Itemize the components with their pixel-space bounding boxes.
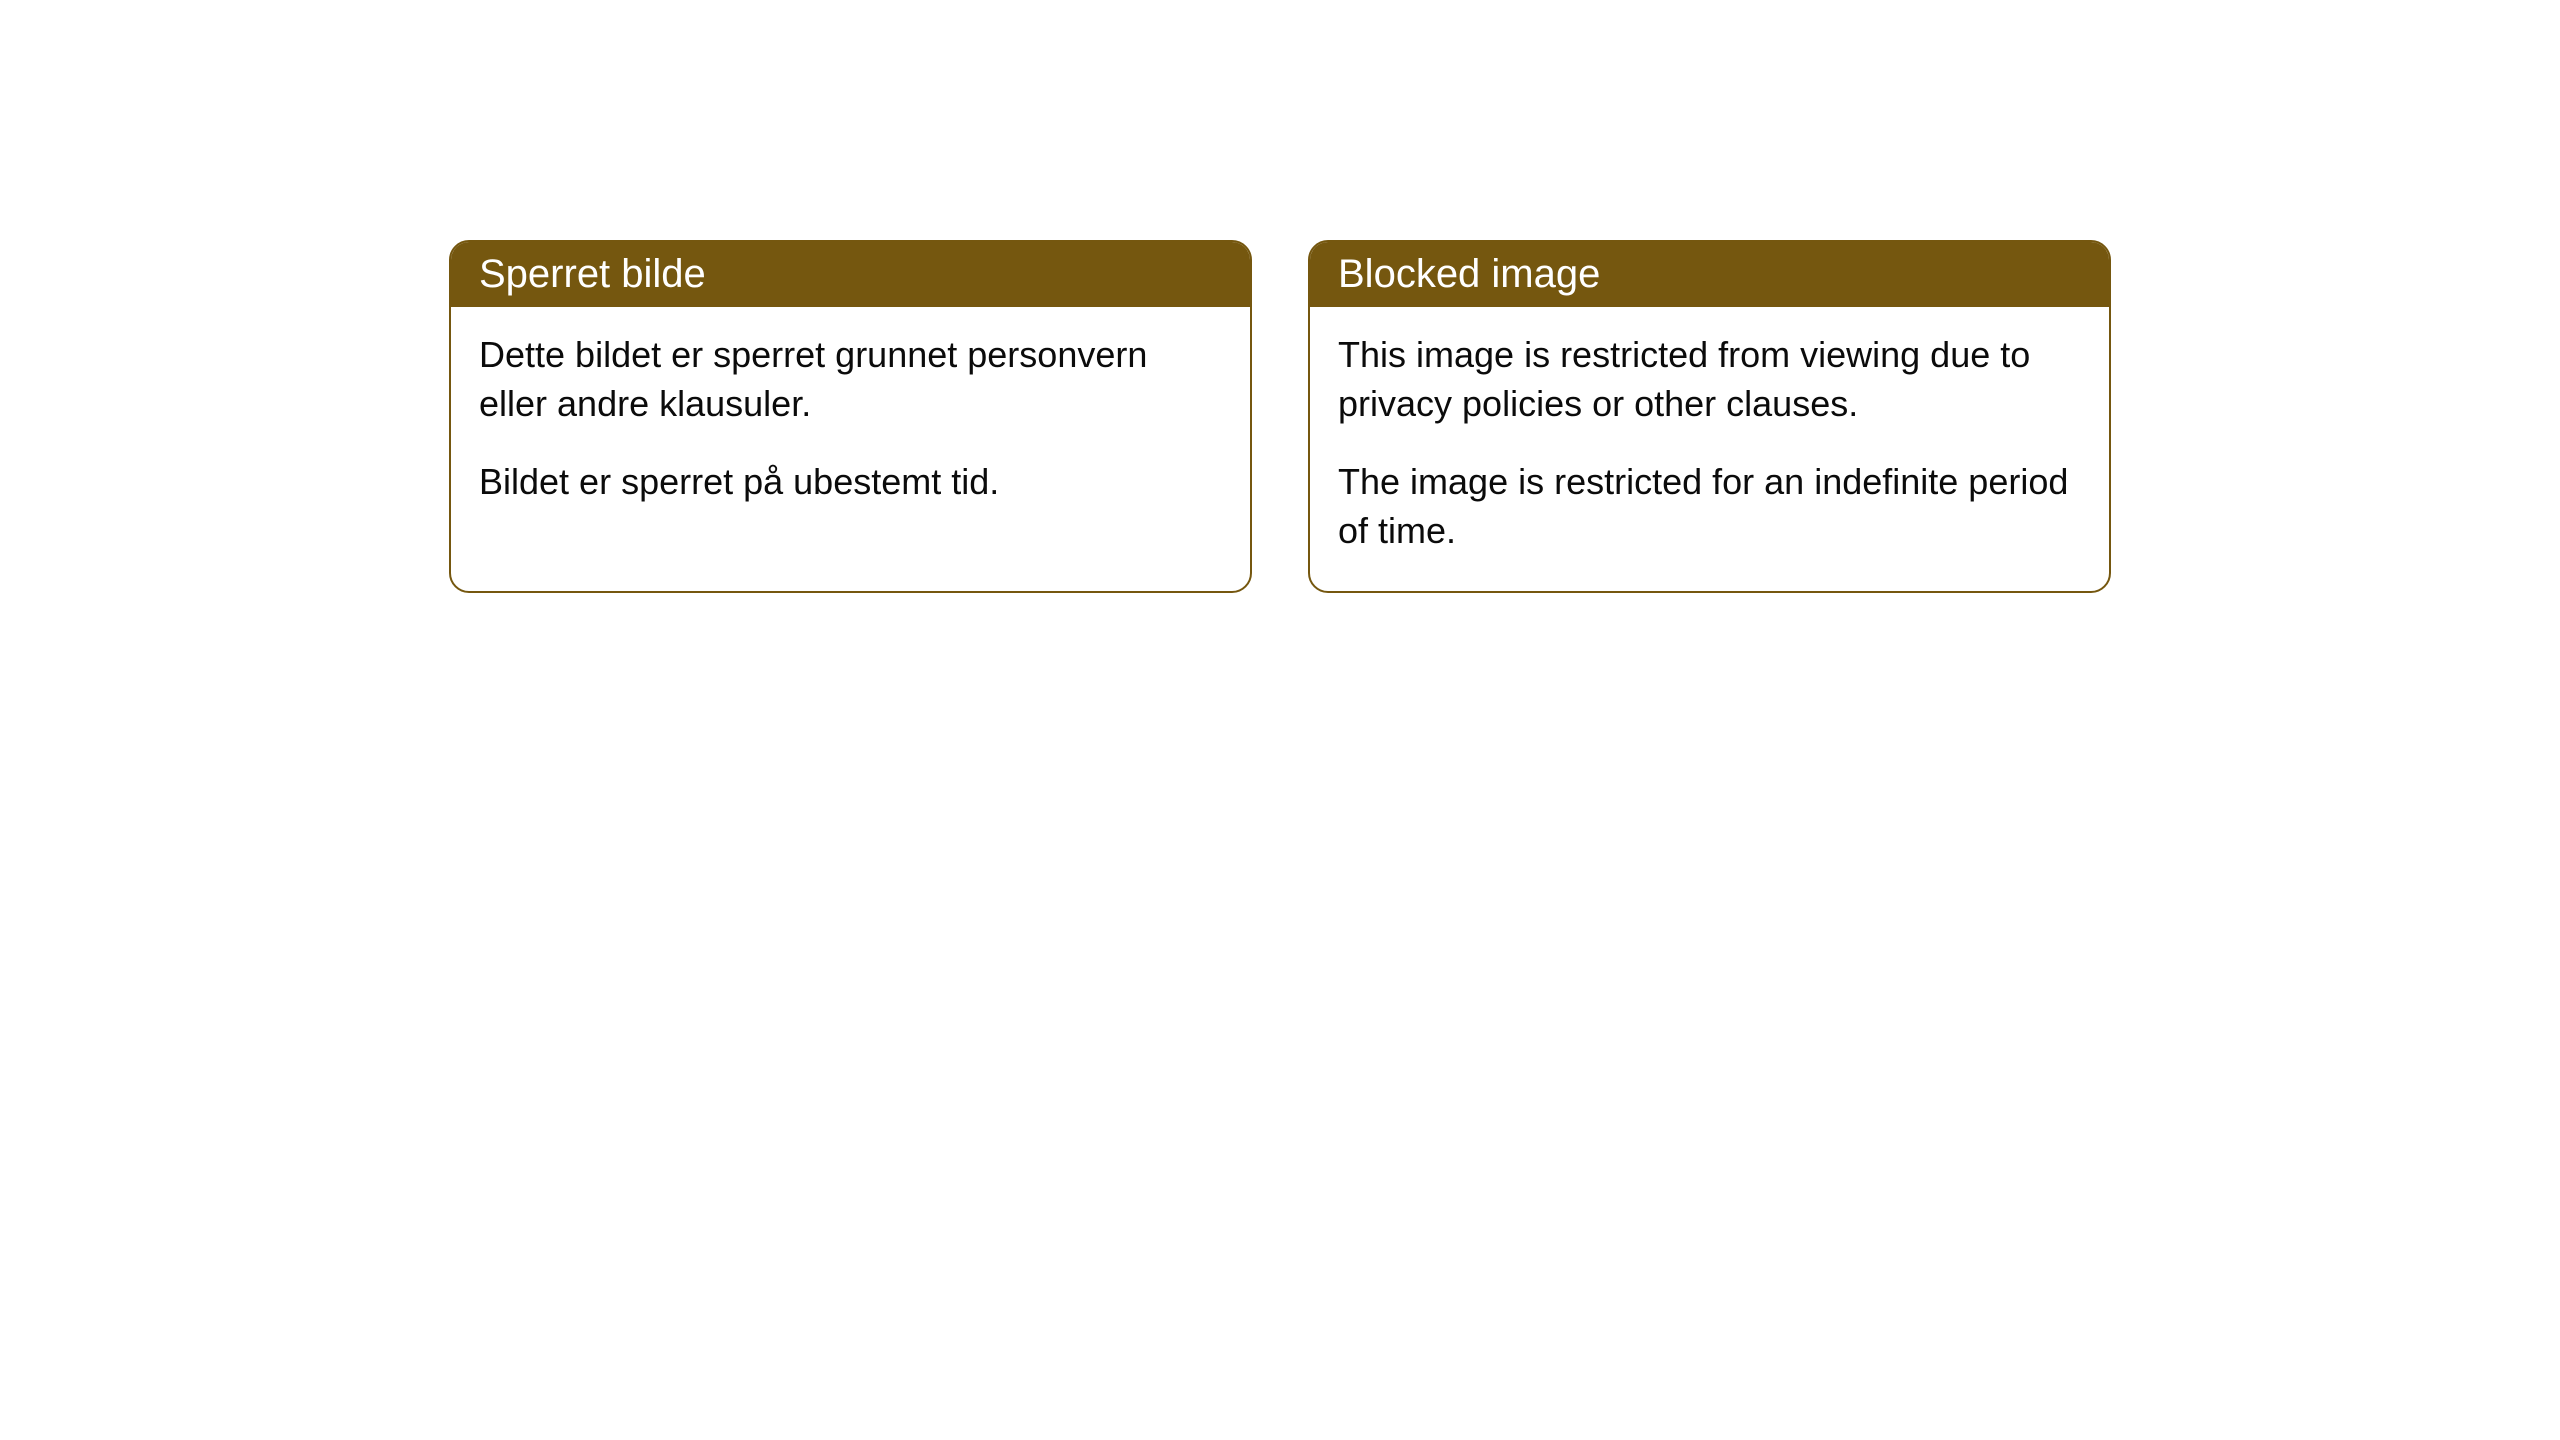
notice-card-norwegian: Sperret bilde Dette bildet er sperret gr… (449, 240, 1252, 593)
notice-cards-container: Sperret bilde Dette bildet er sperret gr… (0, 240, 2560, 593)
card-paragraph: This image is restricted from viewing du… (1338, 331, 2081, 428)
card-body: Dette bildet er sperret grunnet personve… (451, 307, 1250, 543)
card-header: Blocked image (1310, 242, 2109, 307)
card-paragraph: Dette bildet er sperret grunnet personve… (479, 331, 1222, 428)
card-paragraph: Bildet er sperret på ubestemt tid. (479, 458, 1222, 507)
card-paragraph: The image is restricted for an indefinit… (1338, 458, 2081, 555)
card-body: This image is restricted from viewing du… (1310, 307, 2109, 591)
notice-card-english: Blocked image This image is restricted f… (1308, 240, 2111, 593)
card-title: Blocked image (1338, 252, 1600, 296)
card-header: Sperret bilde (451, 242, 1250, 307)
card-title: Sperret bilde (479, 252, 706, 296)
